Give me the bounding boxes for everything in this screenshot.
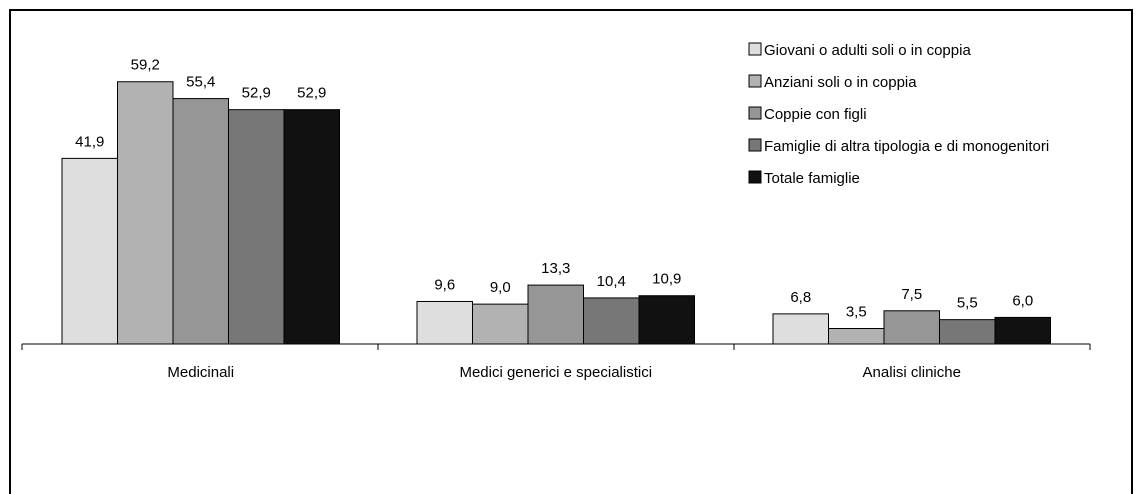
data-label: 9,0 — [490, 279, 511, 296]
legend-swatch — [748, 42, 762, 56]
bar-3-3 — [883, 310, 940, 345]
data-label: 7,5 — [901, 286, 922, 303]
legend-label: Anziani soli o in coppia — [764, 74, 917, 91]
bar-5-3 — [994, 316, 1051, 345]
data-labels-layer: 41,9 9,6 6,8 59,2 9,0 3,5 55,4 13,3 7,5 52,9 10,4 5… — [75, 57, 1033, 321]
data-label: 10,4 — [597, 273, 626, 290]
bar-3-2 — [527, 284, 584, 345]
bar-4-3 — [939, 319, 996, 345]
bar-4-1 — [228, 109, 285, 345]
bar-1-1 — [61, 157, 118, 345]
bar-4-2 — [583, 297, 640, 345]
data-label: 52,9 — [297, 85, 326, 102]
bar-5-1 — [283, 109, 340, 345]
bar-2-1 — [117, 81, 174, 345]
bar-1-2 — [416, 300, 473, 345]
category-label: Medicinali — [167, 364, 234, 381]
bar-5-2 — [638, 295, 695, 345]
data-label: 9,6 — [434, 276, 455, 293]
data-label: 55,4 — [186, 74, 215, 91]
category-label: Analisi cliniche — [863, 364, 961, 381]
data-label: 41,9 — [75, 133, 104, 150]
legend-swatch — [748, 170, 762, 184]
legend-label: Coppie con figli — [764, 106, 867, 123]
legend-swatch — [748, 74, 762, 88]
data-label: 6,0 — [1012, 292, 1033, 309]
legend: Giovani o adulti soli o in coppia Anziani… — [748, 42, 1049, 187]
data-label: 6,8 — [790, 289, 811, 306]
bar-2-2 — [472, 303, 529, 345]
bar-3-1 — [172, 98, 229, 345]
data-label: 59,2 — [131, 57, 160, 74]
legend-swatch — [748, 106, 762, 120]
bars-layer — [61, 81, 1051, 345]
legend-label: Giovani o adulti soli o in coppia — [764, 42, 971, 59]
data-label: 52,9 — [242, 85, 271, 102]
legend-label: Famiglie di altra tipologia e di monogen… — [764, 138, 1049, 155]
data-label: 3,5 — [846, 303, 867, 320]
bar-2-3 — [828, 327, 885, 345]
data-label: 13,3 — [541, 260, 570, 277]
x-axis: Medicinali Medici generici e specialistic… — [21, 343, 1091, 381]
legend-label: Totale famiglie — [764, 170, 860, 187]
data-label: 10,9 — [652, 271, 681, 288]
bar-1-3 — [772, 313, 829, 345]
data-label: 5,5 — [957, 295, 978, 312]
legend-swatch — [748, 138, 762, 152]
category-label: Medici generici e specialistici — [459, 364, 652, 381]
